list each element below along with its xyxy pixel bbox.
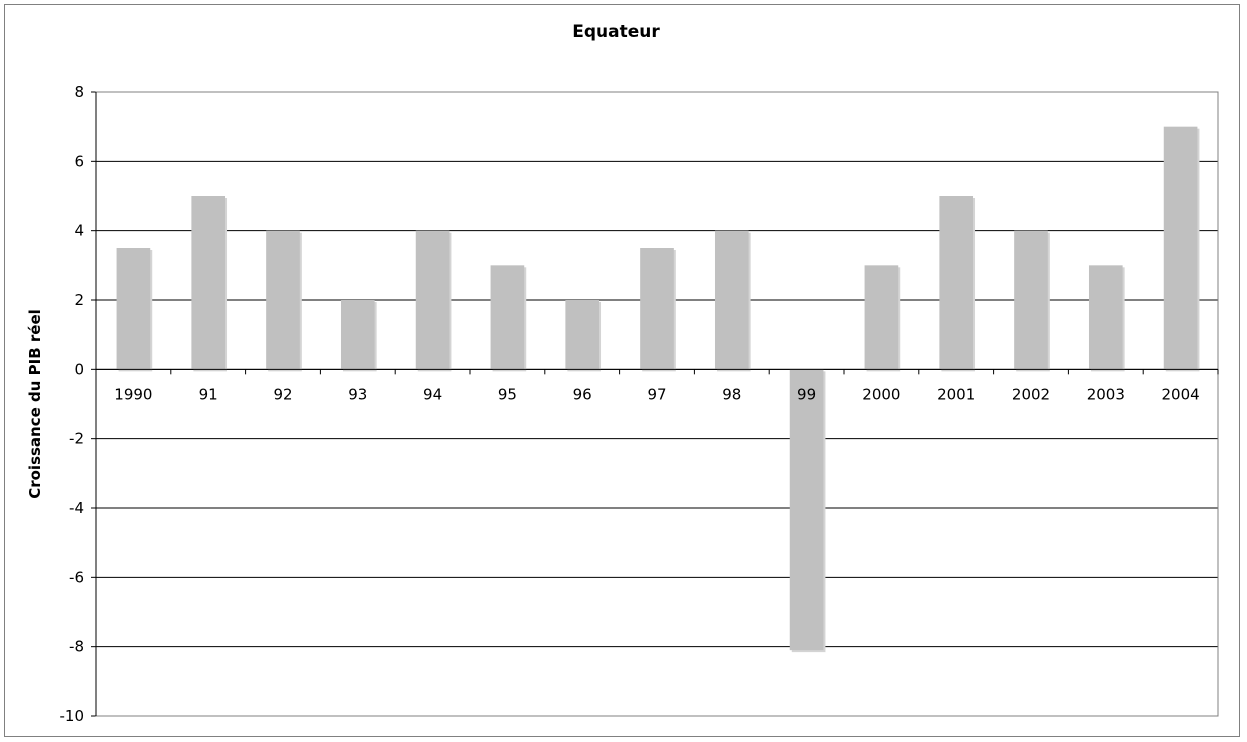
bar [191,196,226,370]
axes [91,91,1219,717]
tick-labels: 8 6 4 2 0 -2 -4 -6 -8 -10 1990 91 92 93 94 95 96 97 98 99 20… [60,83,1200,725]
bars [116,126,1200,653]
bar [1163,126,1198,370]
bar [1088,265,1123,370]
x-tick-label: 98 [722,385,741,403]
x-tick-label: 2003 [1087,385,1125,403]
bar [266,230,300,370]
bar [714,230,749,370]
x-tick-label: 93 [348,385,367,403]
y-tick-label: -6 [69,568,84,586]
x-tick-label: 2002 [1012,385,1050,403]
x-tick-label: 2000 [862,385,900,403]
x-tick-label: 94 [423,385,442,403]
bar [415,230,450,370]
bar [116,248,151,370]
bar [490,265,525,370]
bar [640,248,674,370]
y-axis-label: Croissance du PIB réel [26,309,44,499]
x-tick-label: 1990 [114,385,152,403]
plot-area-border [95,91,1219,717]
bar [565,300,600,370]
y-tick-label: 6 [74,152,84,170]
bar [864,265,899,370]
x-tick-label: 2004 [1162,385,1200,403]
x-tick-label: 95 [498,385,517,403]
bar [939,196,974,370]
x-tick-label: 99 [797,385,816,403]
y-tick-label: -8 [69,638,84,656]
x-tick-label: 92 [273,385,292,403]
bar [340,300,375,370]
y-tick-label: -4 [69,499,84,517]
y-tick-label: 4 [74,222,84,240]
y-tick-label: 2 [74,291,84,309]
y-tick-label: 0 [74,360,84,378]
x-tick-label: 91 [199,385,218,403]
chart-title: Equateur [572,22,660,42]
bar [1014,230,1048,370]
y-tick-label: 8 [74,83,84,101]
x-tick-label: 97 [647,385,666,403]
x-tick-label: 96 [573,385,592,403]
x-tick-label: 2001 [937,385,975,403]
y-tick-label: -10 [60,707,85,725]
bar [789,369,824,651]
y-tick-label: -2 [69,430,84,448]
